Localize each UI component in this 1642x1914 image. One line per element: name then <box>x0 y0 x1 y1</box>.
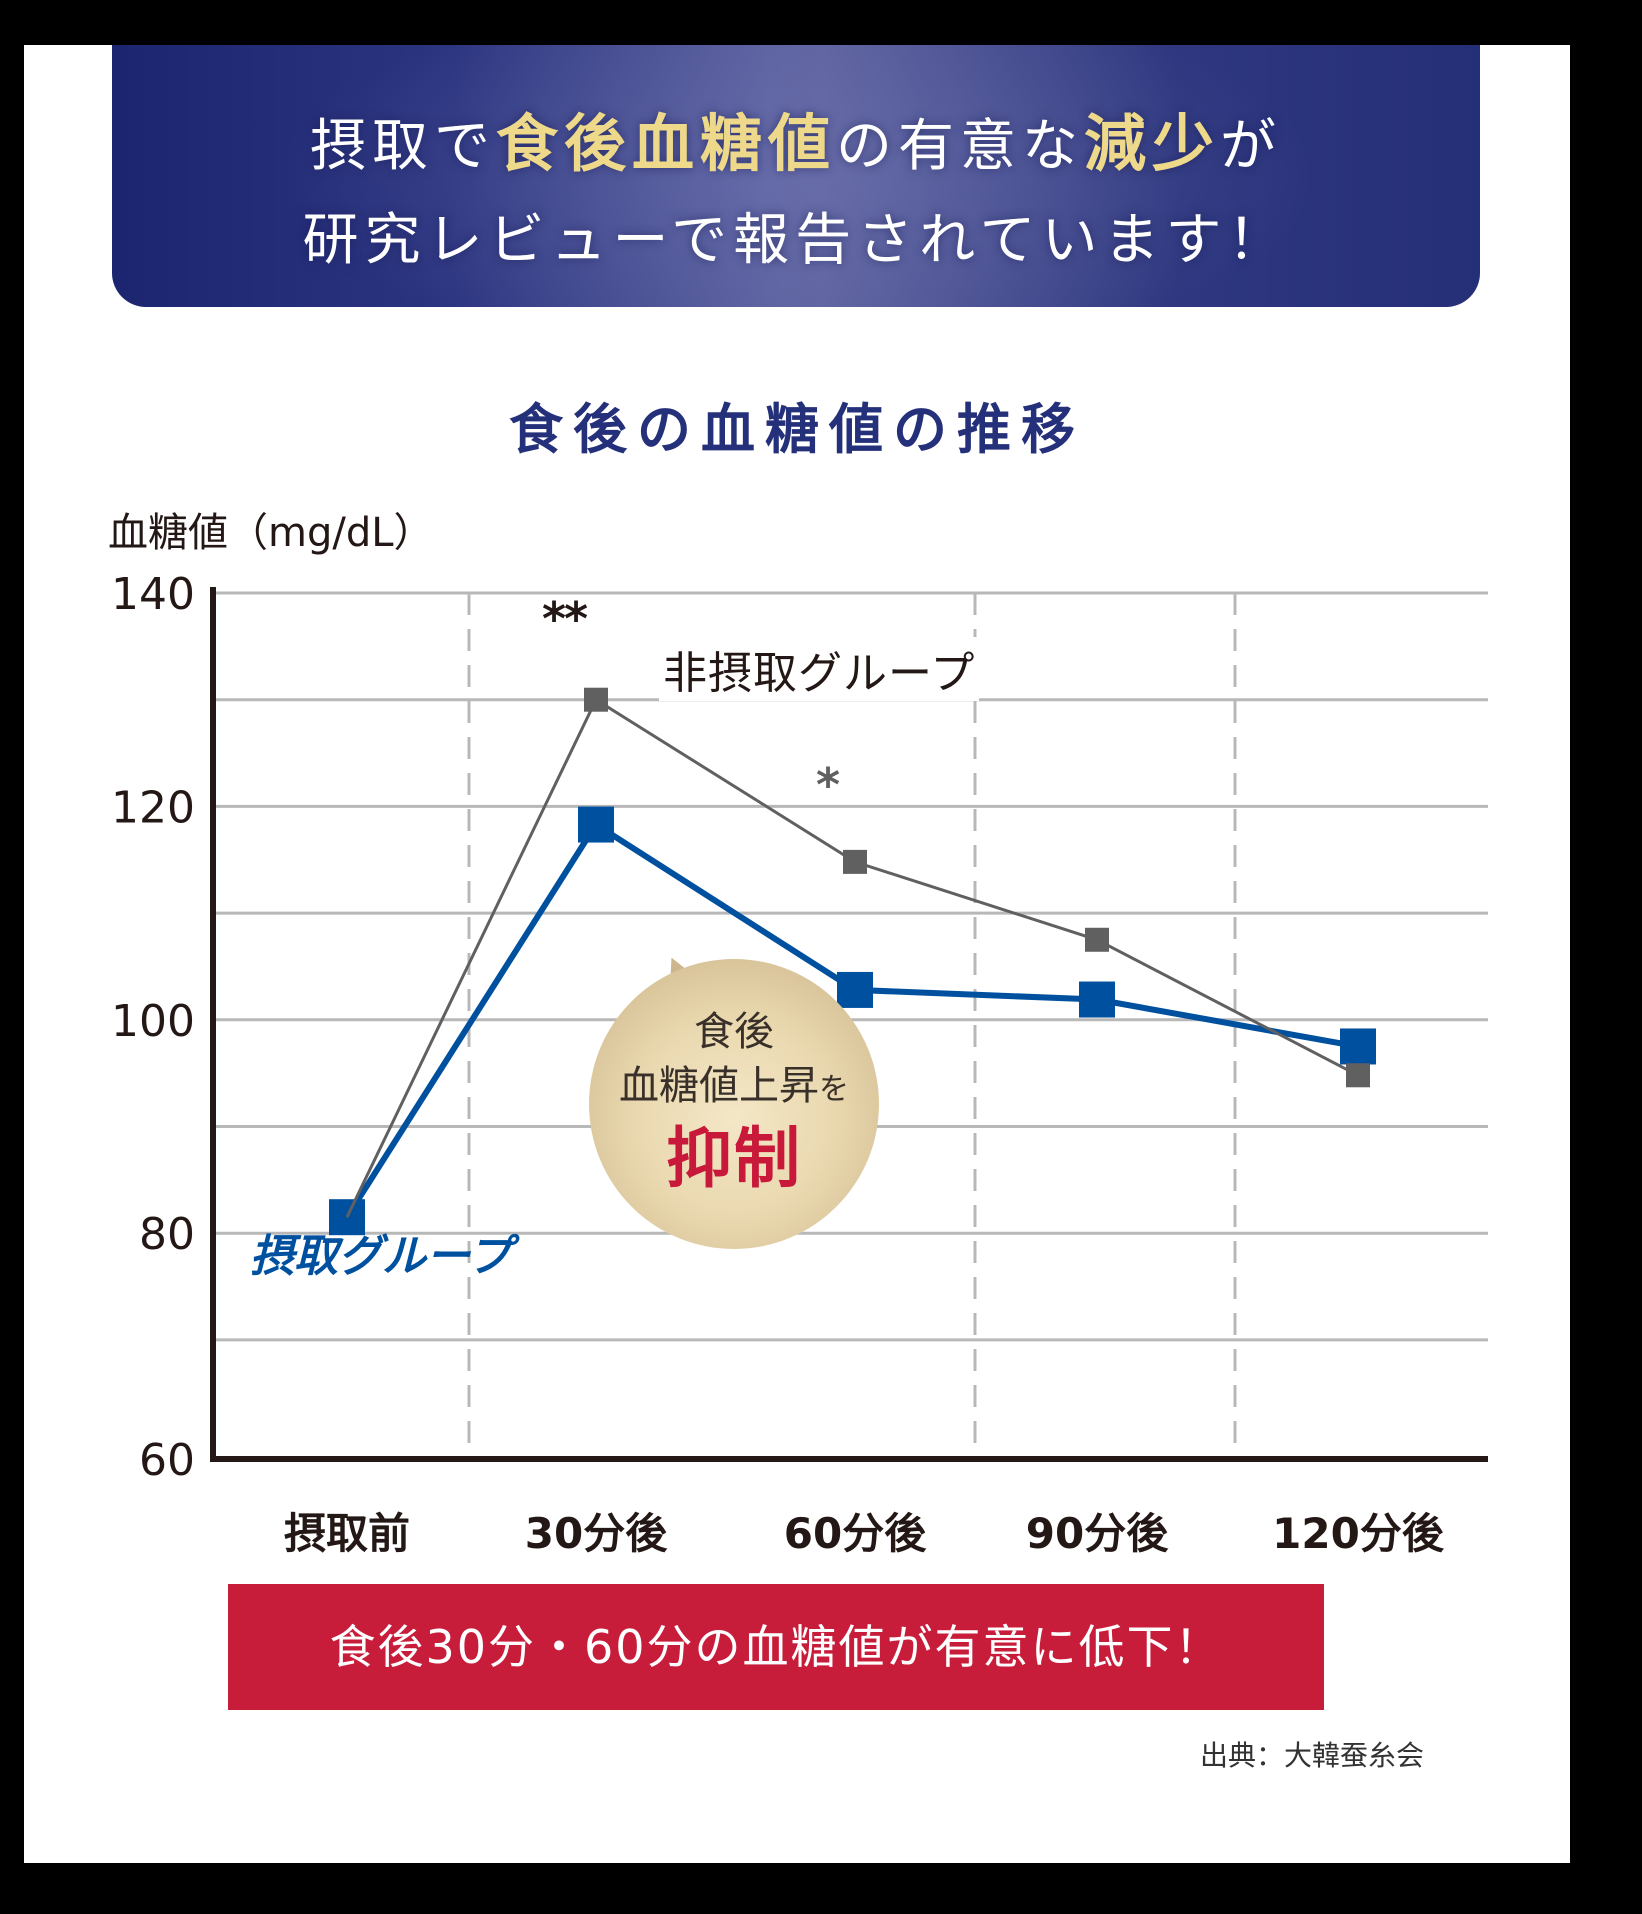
data-point-intake <box>578 806 614 843</box>
x-tick-label: 90分後 <box>1026 1509 1169 1558</box>
headline-segment: の有意な <box>836 114 1084 179</box>
headline-line-2: 研究レビューで報告されています！ <box>302 208 1290 273</box>
x-tick-label: 30分後 <box>525 1509 668 1558</box>
y-tick-label: 140 <box>111 569 195 620</box>
y-tick-label: 100 <box>111 996 195 1047</box>
x-tick-label: 摂取前 <box>284 1509 410 1558</box>
banner-glow <box>112 45 1480 307</box>
x-axis-tick-labels: 摂取前 30分後 60分後 90分後 120分後 <box>284 1509 1445 1558</box>
chart-gridlines <box>213 591 1488 1459</box>
y-tick-label: 60 <box>139 1435 195 1486</box>
series-label-non-intake: 非摂取グループ <box>659 637 980 701</box>
y-tick-label: 120 <box>111 782 195 833</box>
data-point-non-intake <box>1085 927 1109 952</box>
headline-segment: 摂取で <box>309 114 496 179</box>
source-citation: 出典：大韓蚕糸会 <box>1200 1739 1425 1772</box>
y-axis-unit-label: 血糖値（mg/dL） <box>108 510 434 556</box>
significance-marker-30min: ** <box>542 592 588 646</box>
significance-marker-60min: * <box>816 758 841 812</box>
y-axis-tick-labels: 60 80 100 120 140 <box>111 569 195 1486</box>
data-point-non-intake <box>1346 1063 1370 1088</box>
callout-line-2-suffix: を <box>819 1072 849 1107</box>
headline-highlight: 減少 <box>1084 107 1221 180</box>
callout-line-2: 血糖値上昇を <box>589 1053 879 1111</box>
x-tick-label: 60分後 <box>784 1509 927 1558</box>
callout-emphasis: 抑制 <box>666 1120 802 1197</box>
data-point-non-intake <box>584 687 608 712</box>
data-point-intake <box>1340 1028 1376 1065</box>
data-point-non-intake <box>843 849 867 874</box>
callout-bubble: 食後 血糖値上昇を 抑制 <box>589 959 879 1249</box>
y-tick-label: 80 <box>139 1209 195 1260</box>
headline-segment: が <box>1220 114 1283 179</box>
headline-banner: 摂取で食後血糖値の有意な減少が 研究レビューで報告されています！ <box>112 45 1480 307</box>
data-point-intake <box>1079 981 1115 1018</box>
conclusion-banner: 食後30分・60分の血糖値が有意に低下！ <box>228 1584 1324 1710</box>
chart-title: 食後の血糖値の推移 <box>509 398 1085 461</box>
headline-line-1: 摂取で食後血糖値の有意な減少が <box>112 93 1480 183</box>
headline-highlight: 食後血糖値 <box>495 107 836 180</box>
data-point-intake <box>837 971 873 1008</box>
infographic-card: 摂取で食後血糖値の有意な減少が 研究レビューで報告されています！ 食後の血糖値の… <box>24 45 1570 1863</box>
series-label-intake: 摂取グループ <box>250 1231 512 1282</box>
chart-series <box>329 687 1376 1236</box>
x-tick-label: 120分後 <box>1272 1509 1445 1558</box>
chart-axes <box>210 587 1488 1462</box>
callout-line-2-main: 血糖値上昇 <box>619 1063 819 1109</box>
callout-line-1: 食後 <box>694 1009 774 1055</box>
